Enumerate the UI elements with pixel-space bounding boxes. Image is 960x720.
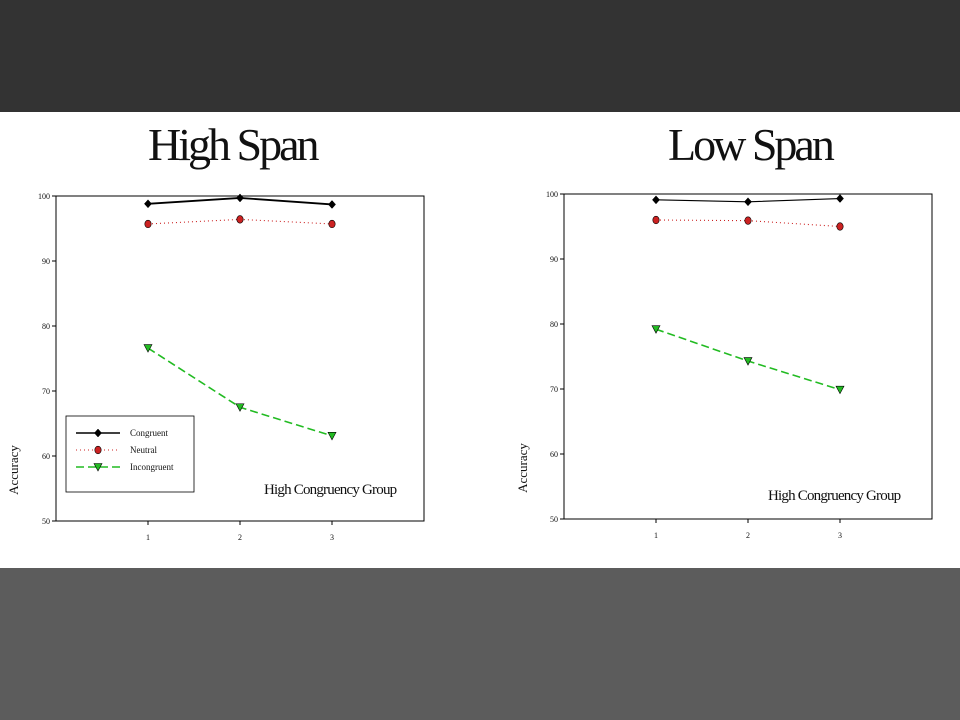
chart1-ytick-label: 50 [42,517,50,526]
chart1-legend-label: Congruent [130,428,168,438]
chart1-ytick-label: 60 [42,452,50,461]
chart2-ytick-label: 50 [550,515,558,524]
chart2-y-axis-label: Accuracy [515,443,530,493]
chart1-series-3-point [327,432,337,441]
chart1-y-axis-label: Accuracy [6,445,21,495]
bottom-band [0,568,960,720]
chart-title-high-span: High Span [148,119,319,170]
chart2-annotation: High Congruency Group [768,488,901,504]
chart2-xtick-label: 2 [746,531,750,540]
chart1-ytick-label: 90 [42,257,50,266]
chart1-legend-marker [94,428,102,438]
chart2-ytick-label: 100 [546,190,558,199]
chart2-series-2-point [836,222,844,231]
charts-canvas: 50 60 70 80 90 100 1 2 3 Accuracy High Congruency … [6,190,933,542]
chart-title-low-span: Low Span [668,119,835,170]
chart2-series-2-point [652,215,660,225]
chart1-series-2-point [328,219,336,229]
chart1-series-3-point [235,403,245,412]
chart1-xtick-label: 2 [238,533,242,542]
chart1-legend-marker [93,463,103,472]
chart1-xtick-label: 1 [146,533,150,542]
chart2-series-1-point [652,195,660,205]
chart2-series-1-point [744,197,752,207]
chart2-ytick-label: 60 [550,450,558,459]
chart2-series-3-point [743,357,753,366]
chart1-ytick-label: 100 [38,192,50,201]
chart2-xtick-label: 1 [654,531,658,540]
chart2-series-3-point [835,385,845,395]
chart1-series-2-point [144,219,152,229]
chart1-ytick-label: 80 [42,322,50,331]
chart2-series-3-point [651,325,661,334]
chart2-plot-frame [563,193,933,520]
chart2-ytick-label: 80 [550,320,558,329]
chart1-legend-label: Neutral [130,445,157,455]
chart2-series-1-point [836,194,844,203]
chart1-series-2-point [236,215,244,224]
chart1-series-1-point [236,193,244,203]
chart1-legend-label: Incongruent [130,462,174,472]
chart1-legend-marker [94,445,102,455]
chart1-legend-box [65,415,195,493]
top-band [0,0,960,112]
chart1-series-3-point [143,344,153,353]
chart1-ytick-label: 70 [42,387,50,396]
chart1-xtick-label: 3 [330,533,334,542]
chart1-series-1-point [328,200,336,209]
chart2-ytick-label: 90 [550,255,558,264]
chart1-annotation: High Congruency Group [264,482,397,498]
chart2-xtick-label: 3 [838,531,842,540]
slide: High Span Low Span 50 60 70 80 90 100 1 2 3 Accur… [0,112,960,568]
chart2-series-2-point [744,216,752,225]
chart2-ytick-label: 70 [550,385,558,394]
chart1-series-1-point [144,199,152,209]
